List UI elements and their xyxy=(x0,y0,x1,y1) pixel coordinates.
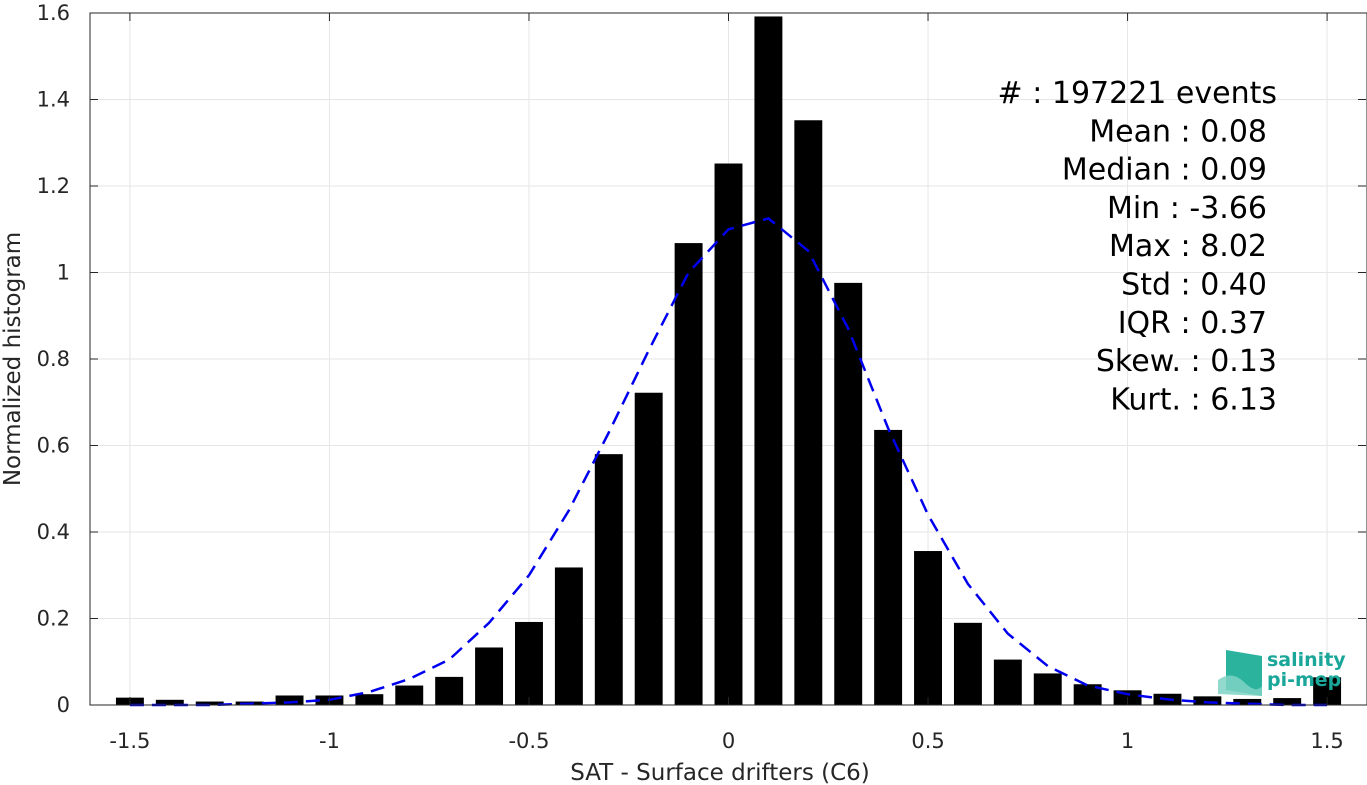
x-tick-label: 1 xyxy=(1121,729,1134,753)
stat-line: Min : -3.66 xyxy=(1107,191,1267,226)
stat-line: # : 197221 events xyxy=(998,76,1277,111)
histogram-bar xyxy=(475,647,504,705)
y-tick-label: 0.8 xyxy=(37,347,70,371)
histogram-bar xyxy=(914,551,942,705)
histogram-bar xyxy=(754,16,783,705)
y-axis-ticks: 0 0.2 0.4 0.6 0.8 1 1.2 1.4 1.6 xyxy=(37,1,1366,717)
histogram-bar xyxy=(155,699,184,705)
stat-line: Max : 8.02 xyxy=(1109,229,1267,264)
x-tick-label: 0.5 xyxy=(911,729,944,753)
stat-line: Median : 0.09 xyxy=(1062,153,1267,188)
stat-line: Std : 0.40 xyxy=(1121,268,1267,303)
logo-mark-wave-icon xyxy=(1218,675,1262,696)
histogram-bar xyxy=(834,282,863,705)
histogram-bar xyxy=(1233,698,1262,705)
logo-line1: salinity xyxy=(1267,649,1346,671)
logo-line2: pi-mep xyxy=(1267,669,1341,691)
histogram-bar xyxy=(554,567,583,705)
histogram-bar xyxy=(714,163,743,705)
histogram-bar xyxy=(275,695,304,705)
x-axis-label: SAT - Surface drifters (C6) xyxy=(570,760,870,785)
salinity-pi-mep-logo: salinity pi-mep xyxy=(1218,649,1346,696)
histogram-bar xyxy=(874,429,903,705)
y-tick-label: 0 xyxy=(57,693,70,717)
stat-line: IQR : 0.37 xyxy=(1118,306,1267,341)
y-tick-label: 1.6 xyxy=(37,1,70,25)
histogram-bar xyxy=(515,621,543,705)
histogram-bar xyxy=(195,701,224,705)
x-tick-label: -1 xyxy=(319,729,340,753)
y-tick-label: 1 xyxy=(57,261,70,285)
stat-line: Mean : 0.08 xyxy=(1089,114,1267,149)
histogram-bar xyxy=(674,243,703,705)
y-tick-label: 0.6 xyxy=(37,434,70,458)
stat-line: Skew. : 0.13 xyxy=(1096,344,1277,379)
histogram-bar xyxy=(395,685,424,705)
histogram-bar xyxy=(993,659,1022,705)
x-axis-ticks: -1.5 -1 -0.5 0 0.5 1 1.5 xyxy=(109,13,1344,753)
x-tick-label: -1.5 xyxy=(109,729,150,753)
y-axis-label: Normalized histogram xyxy=(0,232,26,486)
histogram-bar xyxy=(1033,673,1062,705)
histogram-bar xyxy=(1193,696,1222,705)
histogram-bar xyxy=(1273,698,1302,705)
x-tick-label: -0.5 xyxy=(508,729,549,753)
histogram-bar xyxy=(594,454,623,705)
x-tick-label: 1.5 xyxy=(1310,729,1343,753)
y-tick-label: 1.4 xyxy=(37,88,70,112)
histogram-bar xyxy=(1073,684,1102,705)
stat-line: Kurt. : 6.13 xyxy=(1110,382,1277,417)
histogram-bar xyxy=(794,120,823,705)
histogram-bar xyxy=(953,622,982,705)
y-tick-label: 1.2 xyxy=(37,174,70,198)
y-tick-label: 0.2 xyxy=(37,607,70,631)
histogram-bar xyxy=(355,694,384,705)
histogram-bar xyxy=(435,676,464,705)
y-tick-label: 0.4 xyxy=(37,520,70,544)
histogram-bar xyxy=(634,392,663,705)
x-tick-label: 0 xyxy=(722,729,735,753)
